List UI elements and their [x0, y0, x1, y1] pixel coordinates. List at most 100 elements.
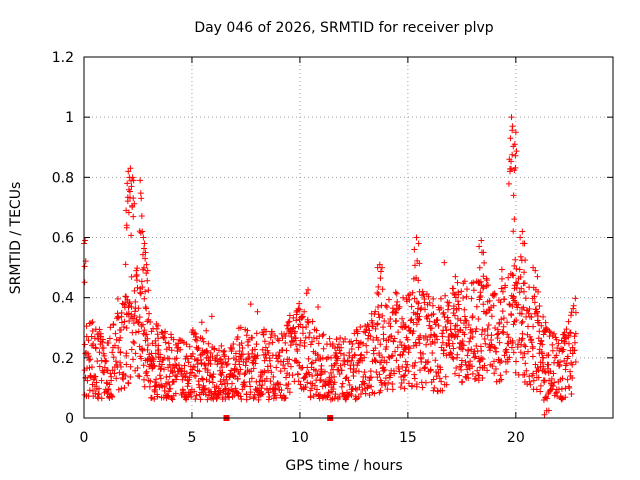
- data-point: [482, 340, 489, 347]
- data-point: [348, 346, 355, 352]
- data-point: [448, 350, 455, 357]
- data-point: [447, 320, 454, 327]
- data-point: [561, 357, 568, 364]
- data-point: [354, 330, 361, 337]
- data-point: [297, 381, 304, 388]
- data-point: [204, 396, 211, 403]
- data-point: [246, 353, 253, 360]
- data-point: [449, 332, 456, 339]
- data-point: [530, 370, 537, 377]
- data-point: [420, 291, 427, 298]
- data-point: [481, 336, 488, 343]
- data-point: [392, 289, 399, 296]
- data-point: [128, 346, 135, 353]
- data-point: [150, 356, 157, 363]
- data-point: [372, 345, 379, 352]
- data-point: [173, 376, 180, 383]
- data-point: [332, 360, 339, 367]
- data-point: [419, 384, 426, 391]
- data-point: [121, 384, 128, 391]
- data-point: [275, 337, 282, 344]
- data-point: [159, 383, 166, 390]
- data-point: [374, 320, 381, 327]
- y-tick-label: 1.2: [52, 50, 74, 66]
- data-point: [218, 381, 225, 388]
- data-point: [184, 383, 191, 390]
- data-point: [476, 264, 483, 271]
- data-point: [406, 345, 413, 352]
- data-point: [379, 354, 386, 361]
- data-point: [81, 279, 88, 286]
- data-point: [200, 338, 207, 345]
- data-point: [141, 327, 148, 334]
- data-point: [491, 358, 498, 365]
- data-point: [537, 382, 544, 389]
- data-point: [425, 358, 432, 365]
- data-point: [115, 386, 122, 393]
- data-point: [458, 366, 465, 373]
- data-point: [408, 316, 415, 323]
- data-point: [387, 323, 394, 330]
- data-point: [362, 390, 369, 397]
- data-point: [525, 310, 532, 317]
- data-point: [132, 367, 139, 374]
- data-point: [128, 232, 135, 239]
- data-point: [181, 362, 188, 369]
- data-point: [125, 380, 132, 387]
- y-tick-label: 0.8: [52, 170, 74, 186]
- data-point: [541, 411, 548, 418]
- data-point: [291, 328, 298, 335]
- data-point: [463, 318, 470, 325]
- data-point: [259, 377, 266, 384]
- data-point: [334, 355, 341, 362]
- data-point: [195, 344, 202, 351]
- data-point: [530, 323, 537, 330]
- data-point: [267, 334, 274, 341]
- data-point: [92, 373, 99, 380]
- data-point: [500, 329, 507, 336]
- data-point: [366, 327, 373, 334]
- data-point: [169, 396, 176, 403]
- data-point: [167, 385, 174, 392]
- data-point: [144, 277, 151, 284]
- data-point: [496, 339, 503, 346]
- data-point: [338, 367, 345, 374]
- data-point: [516, 266, 523, 273]
- data-point: [461, 306, 468, 313]
- data-point: [492, 366, 499, 373]
- data-point: [265, 340, 272, 347]
- data-point: [459, 378, 466, 385]
- data-point: [348, 392, 355, 399]
- data-point: [436, 375, 443, 382]
- data-point: [405, 349, 412, 356]
- data-point: [279, 346, 286, 353]
- data-point: [268, 369, 275, 376]
- data-point: [375, 303, 382, 310]
- data-point: [440, 347, 447, 354]
- grid-layer: [84, 57, 613, 418]
- data-point: [351, 351, 358, 358]
- data-point: [522, 343, 529, 350]
- data-point: [98, 377, 105, 384]
- data-point: [215, 347, 222, 354]
- data-point: [359, 386, 366, 393]
- data-point: [519, 318, 526, 325]
- data-point: [512, 358, 519, 365]
- data-point: [512, 164, 519, 171]
- data-point: [247, 383, 254, 390]
- data-point: [417, 367, 424, 374]
- data-point: [377, 268, 384, 275]
- data-point: [431, 384, 438, 391]
- data-point: [496, 319, 503, 326]
- data-point: [358, 351, 365, 358]
- data-point: [144, 267, 151, 274]
- data-point: [106, 335, 113, 342]
- data-point: [432, 321, 439, 328]
- data-point: [286, 312, 293, 319]
- data-point: [484, 326, 491, 333]
- data-point: [153, 376, 160, 383]
- data-point: [221, 353, 228, 360]
- data-point: [396, 368, 403, 375]
- data-point: [551, 330, 558, 337]
- data-point: [81, 263, 88, 270]
